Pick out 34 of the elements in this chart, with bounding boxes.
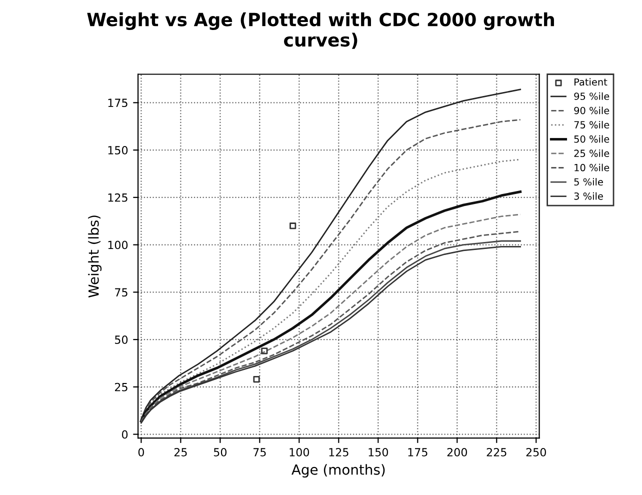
y-tick-label: 75 [115,288,128,297]
y-tick-label: 25 [114,382,128,392]
legend-label: Patient [574,78,608,86]
x-tick-label: 75 [254,448,266,456]
legend-label: 5 %ile [574,178,603,186]
point [290,222,296,230]
x-tick-label: 225 [486,448,506,456]
legend-label: 50 %ile [574,135,610,143]
x-tick-label: 150 [368,448,388,456]
x-tick-label: 25 [174,448,187,456]
y-tick-label: 175 [108,98,128,108]
x-tick-label: 200 [447,448,467,456]
legend-label: 3 %ile [574,192,603,200]
x-tick-label: 50 [214,448,227,456]
x-tick-label: 0 [138,448,144,456]
y-axis-title: Weight (lbs) [88,216,102,298]
legend-label: 95 %ile [574,92,610,100]
y-tick-label: 150 [108,146,128,154]
x-tick-label: 175 [408,448,428,456]
x-axis-title: Age (months) [292,464,385,478]
legend-label: 10 %ile [574,164,610,172]
legend-label: 75 %ile [574,120,610,128]
x-tick-label: 100 [290,448,310,456]
y-tick-label: 0 [122,430,128,439]
chart-title: Weight vs Age (Plotted with CDC 2000 growth curves) [87,12,554,49]
x-tick-label: 125 [329,448,348,456]
point [261,348,268,354]
legend-label: 90 %ile [574,106,610,114]
y-tick-label: 100 [108,240,128,250]
legend-label: 25 %ile [574,149,610,158]
point [253,376,260,383]
y-tick-label: 125 [108,193,128,202]
y-tick-label: 50 [115,336,128,344]
x-tick-label: 250 [526,448,546,456]
